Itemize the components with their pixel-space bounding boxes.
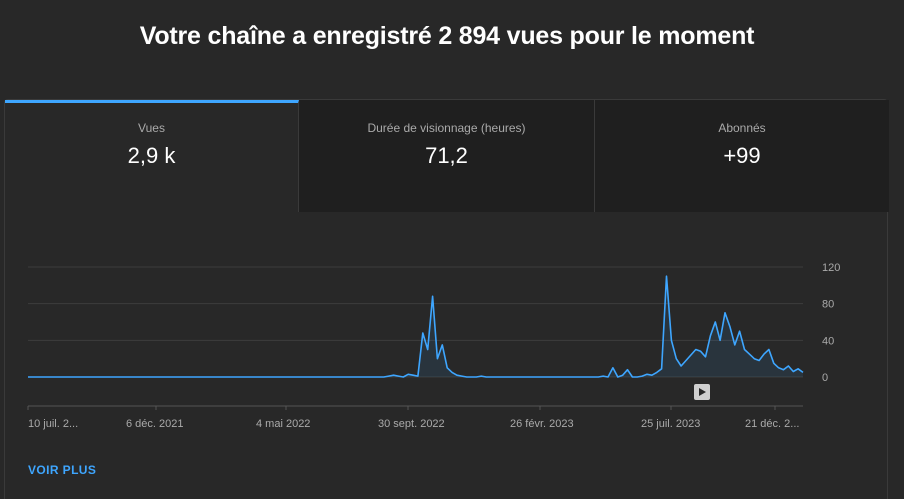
y-tick-label: 120 [822,262,840,274]
views-line-chart: 0 40 80 120 10 juil. 2... 6 déc. 2021 4 mai 2… [27,262,840,430]
y-axis-labels: 0 40 80 120 [822,262,840,384]
chart-series [28,275,804,378]
x-tick-label: 25 juil. 2023 [641,418,700,430]
y-tick-label: 40 [822,335,834,347]
tab-watch-time[interactable]: Durée de visionnage (heures) 71,2 [299,100,595,212]
x-tick-label: 26 févr. 2023 [510,418,574,430]
analytics-card: Vues 2,9 k Durée de visionnage (heures) … [4,99,889,499]
tab-vues-value: 2,9 k [127,143,176,168]
chart-grid [28,266,803,407]
x-tick-label: 10 juil. 2... [28,418,78,430]
voir-plus-link[interactable]: VOIR PLUS [28,463,97,477]
tab-watch-time-value: 71,2 [425,143,468,168]
x-tick-label: 6 déc. 2021 [126,418,184,430]
x-tick-label: 4 mai 2022 [256,418,310,430]
y-tick-label: 80 [822,299,834,311]
x-tick-label: 30 sept. 2022 [378,418,445,430]
play-icon[interactable] [699,388,706,396]
tab-vues-label: Vues [138,121,165,135]
tab-abonnes[interactable]: Abonnés +99 [595,100,889,212]
tab-abonnes-value: +99 [723,143,761,168]
play-button[interactable] [694,384,710,400]
tab-vues[interactable]: Vues 2,9 k [5,100,299,212]
metric-tabs: Vues 2,9 k Durée de visionnage (heures) … [5,100,889,212]
tab-abonnes-label: Abonnés [718,121,766,135]
y-tick-label: 0 [822,372,828,384]
series-area [28,276,803,377]
x-tick-label: 21 déc. 2... [745,418,799,430]
x-axis-labels: 10 juil. 2... 6 déc. 2021 4 mai 2022 30 sep… [27,406,799,430]
series-line-vues [28,275,804,378]
tab-watch-time-label: Durée de visionnage (heures) [367,121,526,135]
page-title: Votre chaîne a enregistré 2 894 vues pou… [139,22,755,50]
